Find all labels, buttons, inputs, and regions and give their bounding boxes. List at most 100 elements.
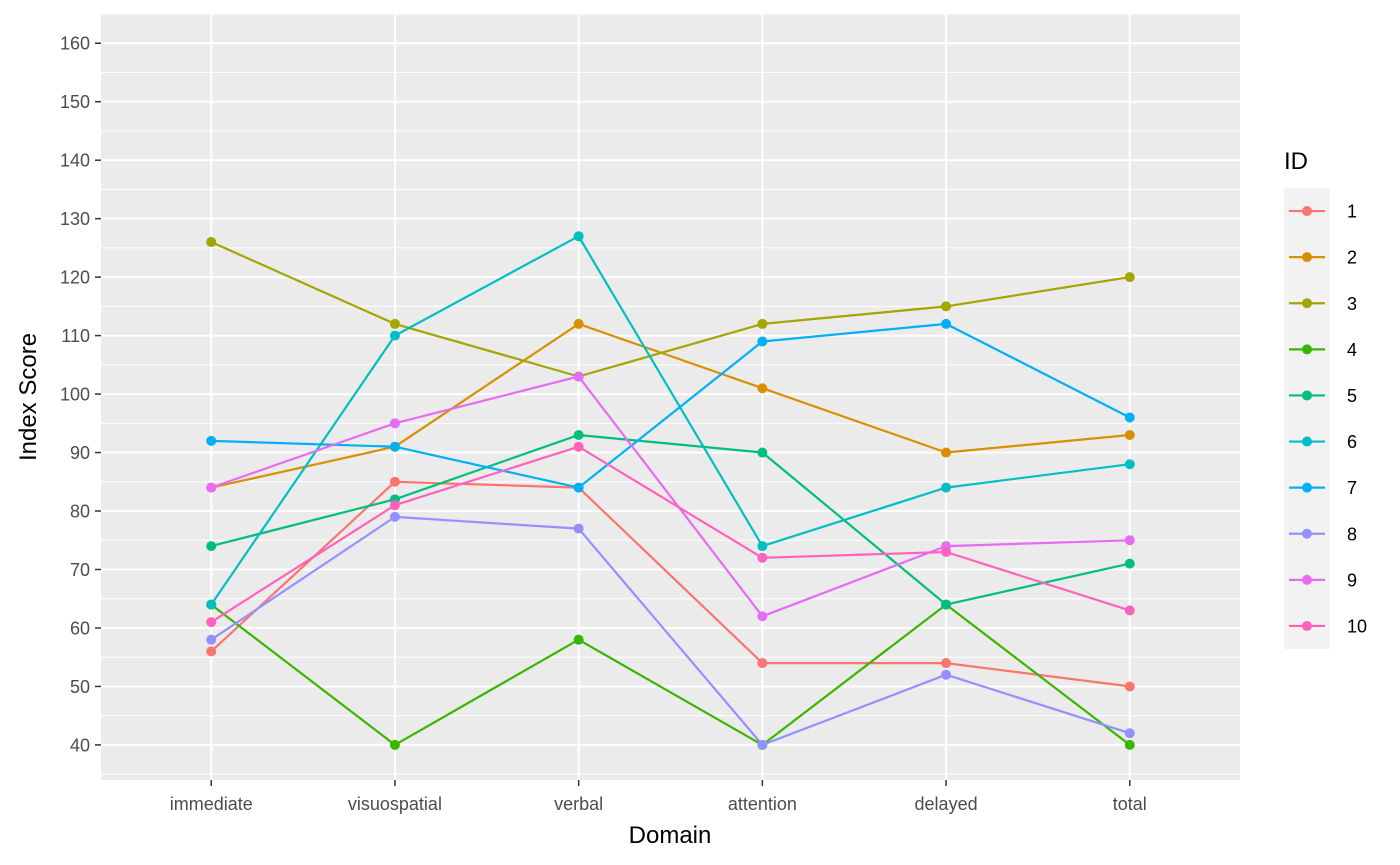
- data-point-2: [941, 447, 952, 458]
- y-tick-label: 160: [60, 34, 90, 54]
- y-axis-title: Index Score: [15, 333, 42, 461]
- data-point-8: [389, 511, 400, 522]
- legend-label: 10: [1347, 616, 1367, 636]
- x-tick-label: total: [1113, 794, 1147, 814]
- legend-key-point: [1302, 528, 1312, 539]
- data-point-10: [206, 617, 217, 628]
- legend-key-background: [1284, 188, 1330, 649]
- data-point-6: [206, 599, 217, 610]
- legend-label: 1: [1347, 202, 1357, 222]
- series-line-3: [210, 240, 1130, 378]
- legend-label: 4: [1347, 340, 1357, 360]
- x-tick-label: verbal: [554, 794, 603, 814]
- data-point-9: [757, 611, 768, 622]
- data-point-3: [1124, 272, 1135, 283]
- data-point-5: [573, 430, 584, 441]
- legend-key-point: [1302, 344, 1312, 355]
- y-tick-label: 110: [61, 326, 90, 346]
- major-gridlines: [101, 14, 1240, 780]
- series-line-8: [210, 515, 1131, 747]
- legend-title: ID: [1284, 148, 1308, 175]
- series-line-1: [210, 480, 1130, 688]
- series-line-6: [210, 235, 1130, 606]
- data-point-10: [389, 500, 400, 511]
- data-point-6: [941, 482, 952, 493]
- series-line-2: [210, 322, 1130, 489]
- data-point-10: [573, 441, 584, 452]
- legend-label: 3: [1347, 294, 1357, 314]
- series-line-10: [210, 445, 1131, 624]
- data-point-1: [206, 646, 217, 657]
- legend-label: 7: [1347, 478, 1357, 498]
- legend-key-point: [1302, 482, 1312, 493]
- data-point-8: [1124, 728, 1135, 739]
- data-point-7: [573, 482, 584, 493]
- data-point-3: [757, 318, 768, 329]
- data-point-4: [1124, 739, 1135, 750]
- data-point-6: [573, 231, 584, 242]
- data-point-5: [941, 599, 952, 610]
- data-point-3: [941, 301, 952, 312]
- data-point-7: [389, 441, 400, 452]
- legend-label: 9: [1347, 570, 1357, 590]
- data-point-2: [1124, 430, 1135, 441]
- data-point-8: [573, 523, 584, 534]
- data-point-9: [573, 371, 584, 382]
- y-tick-label: 70: [70, 560, 90, 580]
- y-tick-label: 50: [70, 677, 90, 697]
- legend-key-point: [1302, 574, 1312, 585]
- legend-label: 5: [1347, 386, 1357, 406]
- data-point-7: [941, 318, 952, 329]
- x-axis: immediate visuospatial verbal attention dela…: [170, 780, 1147, 814]
- data-point-6: [389, 330, 400, 341]
- x-tick-label: attention: [728, 794, 797, 814]
- series-line-9: [210, 375, 1130, 618]
- data-point-2: [573, 318, 584, 329]
- data-point-6: [1124, 459, 1135, 470]
- data-point-3: [206, 237, 217, 248]
- data-point-7: [757, 336, 768, 347]
- y-tick-label: 140: [60, 151, 90, 171]
- data-point-8: [941, 669, 952, 680]
- series-layer: [206, 231, 1135, 750]
- y-tick-label: 40: [70, 735, 90, 755]
- legend-label: 6: [1347, 432, 1357, 452]
- y-tick-label: 60: [70, 618, 90, 638]
- legend-key-point: [1302, 298, 1312, 309]
- data-point-4: [389, 739, 400, 750]
- legend-key-point: [1302, 206, 1312, 217]
- legend-label: 2: [1347, 248, 1357, 268]
- data-point-7: [206, 435, 217, 446]
- legend-key-point: [1302, 436, 1312, 447]
- data-point-5: [1124, 558, 1135, 569]
- data-point-1: [941, 658, 952, 669]
- y-tick-label: 100: [60, 385, 90, 405]
- x-tick-label: visuospatial: [348, 794, 442, 814]
- legend-key-point: [1302, 252, 1312, 263]
- y-tick-label: 120: [60, 268, 90, 288]
- data-point-10: [1124, 605, 1135, 616]
- data-point-2: [757, 383, 768, 394]
- x-tick-label: delayed: [915, 794, 978, 814]
- data-point-1: [757, 658, 768, 669]
- data-point-6: [757, 541, 768, 552]
- minor-gridlines: [101, 13, 1240, 775]
- y-tick-label: 90: [70, 443, 90, 463]
- legend-key-point: [1302, 620, 1312, 631]
- data-point-4: [573, 634, 584, 645]
- data-point-9: [206, 482, 217, 493]
- x-tick-label: immediate: [170, 794, 253, 814]
- data-point-9: [389, 418, 400, 429]
- data-point-10: [757, 552, 768, 563]
- data-point-9: [1124, 535, 1135, 546]
- y-tick-label: 130: [60, 209, 90, 229]
- series-line-7: [211, 322, 1131, 489]
- data-point-5: [757, 447, 768, 458]
- legend: ID 1 2 3 4 5 6 7 8 9 10: [1284, 148, 1367, 649]
- series-line-4: [210, 603, 1131, 747]
- legend-key-point: [1302, 390, 1312, 401]
- data-point-5: [206, 541, 217, 552]
- data-point-1: [1124, 681, 1135, 692]
- data-point-8: [757, 739, 768, 750]
